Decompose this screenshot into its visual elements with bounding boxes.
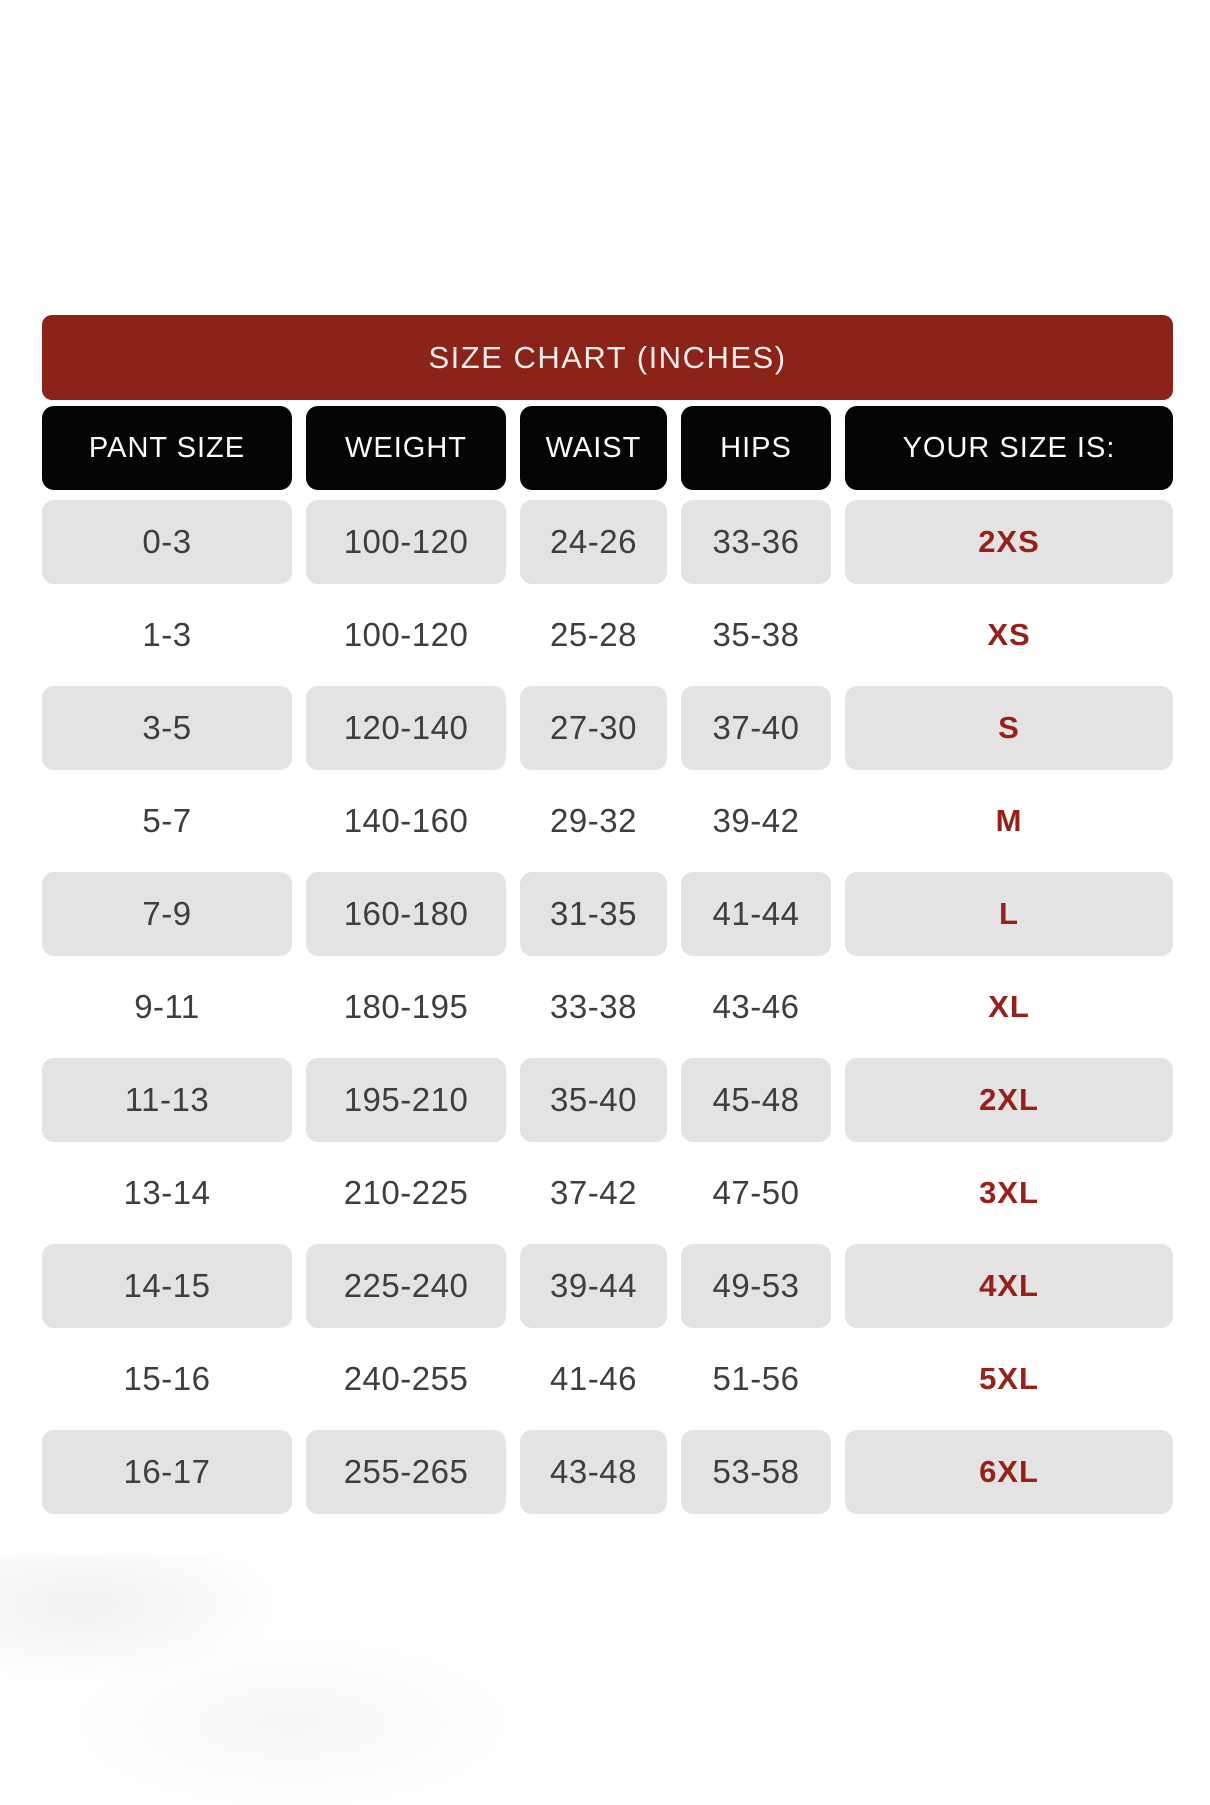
cell-weight: 160-180 (306, 872, 506, 956)
cell-hips: 51-56 (712, 1360, 800, 1397)
cell-hips: 43-46 (712, 988, 800, 1025)
cell-hips: 35-38 (712, 616, 800, 653)
cell-your-size: 2XL (845, 1058, 1173, 1142)
cell-pant-size: 1-3 (142, 616, 192, 653)
table-header-row: PANT SIZE WEIGHT WAIST HIPS YOUR SIZE IS… (42, 406, 1173, 490)
cell-weight: 225-240 (306, 1244, 506, 1328)
column-header-hips: HIPS (681, 406, 831, 490)
column-header-waist: WAIST (520, 406, 667, 490)
table-body: 0-3 100-120 24-26 33-36 2XS 1-3 100-120 … (42, 500, 1173, 1514)
cell-weight: 100-120 (343, 616, 469, 653)
cell-pant-size: 11-13 (42, 1058, 292, 1142)
cell-weight: 120-140 (306, 686, 506, 770)
cell-weight: 195-210 (306, 1058, 506, 1142)
cell-hips: 37-40 (681, 686, 831, 770)
cell-pant-size: 9-11 (134, 988, 200, 1025)
cell-weight: 180-195 (343, 988, 469, 1025)
cell-weight: 100-120 (306, 500, 506, 584)
cell-your-size: 3XL (979, 1175, 1039, 1210)
table-row: 3-5 120-140 27-30 37-40 S (42, 686, 1173, 770)
cell-your-size: M (995, 803, 1023, 838)
cell-hips: 47-50 (712, 1174, 800, 1211)
cell-waist: 27-30 (520, 686, 667, 770)
cell-your-size: S (845, 686, 1173, 770)
cell-waist: 24-26 (520, 500, 667, 584)
cell-pant-size: 15-16 (123, 1360, 211, 1397)
cell-hips: 53-58 (681, 1430, 831, 1514)
cell-your-size: XS (987, 617, 1031, 652)
background-artifact (0, 1555, 580, 1805)
cell-waist: 33-38 (550, 988, 637, 1025)
cell-waist: 41-46 (550, 1360, 637, 1397)
cell-pant-size: 16-17 (42, 1430, 292, 1514)
cell-hips: 45-48 (681, 1058, 831, 1142)
cell-pant-size: 3-5 (42, 686, 292, 770)
cell-waist: 25-28 (550, 616, 637, 653)
cell-hips: 39-42 (712, 802, 800, 839)
cell-pant-size: 0-3 (42, 500, 292, 584)
size-chart-title-banner: SIZE CHART (INCHES) (42, 315, 1173, 400)
table-row: 14-15 225-240 39-44 49-53 4XL (42, 1244, 1173, 1328)
size-chart-title: SIZE CHART (INCHES) (428, 339, 787, 375)
cell-weight: 240-255 (343, 1360, 469, 1397)
table-row: 5-7 140-160 29-32 39-42 M (42, 779, 1173, 863)
cell-pant-size: 5-7 (142, 802, 192, 839)
cell-your-size: L (845, 872, 1173, 956)
cell-your-size: 5XL (979, 1361, 1039, 1396)
cell-your-size: XL (988, 989, 1030, 1024)
cell-pant-size: 13-14 (123, 1174, 211, 1211)
table-row: 11-13 195-210 35-40 45-48 2XL (42, 1058, 1173, 1142)
cell-your-size: 4XL (845, 1244, 1173, 1328)
cell-your-size: 2XS (845, 500, 1173, 584)
table-row: 15-16 240-255 41-46 51-56 5XL (42, 1337, 1173, 1421)
table-row: 1-3 100-120 25-28 35-38 XS (42, 593, 1173, 677)
cell-waist: 31-35 (520, 872, 667, 956)
table-row: 0-3 100-120 24-26 33-36 2XS (42, 500, 1173, 584)
column-header-pant-size: PANT SIZE (42, 406, 292, 490)
cell-waist: 35-40 (520, 1058, 667, 1142)
cell-hips: 49-53 (681, 1244, 831, 1328)
cell-weight: 210-225 (343, 1174, 469, 1211)
cell-pant-size: 7-9 (42, 872, 292, 956)
size-chart-table: SIZE CHART (INCHES) PANT SIZE WEIGHT WAI… (42, 315, 1173, 1523)
table-row: 16-17 255-265 43-48 53-58 6XL (42, 1430, 1173, 1514)
cell-weight: 140-160 (343, 802, 469, 839)
cell-weight: 255-265 (306, 1430, 506, 1514)
cell-waist: 39-44 (520, 1244, 667, 1328)
table-row: 9-11 180-195 33-38 43-46 XL (42, 965, 1173, 1049)
table-row: 7-9 160-180 31-35 41-44 L (42, 872, 1173, 956)
cell-pant-size: 14-15 (42, 1244, 292, 1328)
column-header-weight: WEIGHT (306, 406, 506, 490)
column-header-your-size: YOUR SIZE IS: (845, 406, 1173, 490)
cell-waist: 29-32 (550, 802, 637, 839)
cell-hips: 41-44 (681, 872, 831, 956)
cell-waist: 43-48 (520, 1430, 667, 1514)
cell-waist: 37-42 (550, 1174, 637, 1211)
table-row: 13-14 210-225 37-42 47-50 3XL (42, 1151, 1173, 1235)
cell-hips: 33-36 (681, 500, 831, 584)
cell-your-size: 6XL (845, 1430, 1173, 1514)
